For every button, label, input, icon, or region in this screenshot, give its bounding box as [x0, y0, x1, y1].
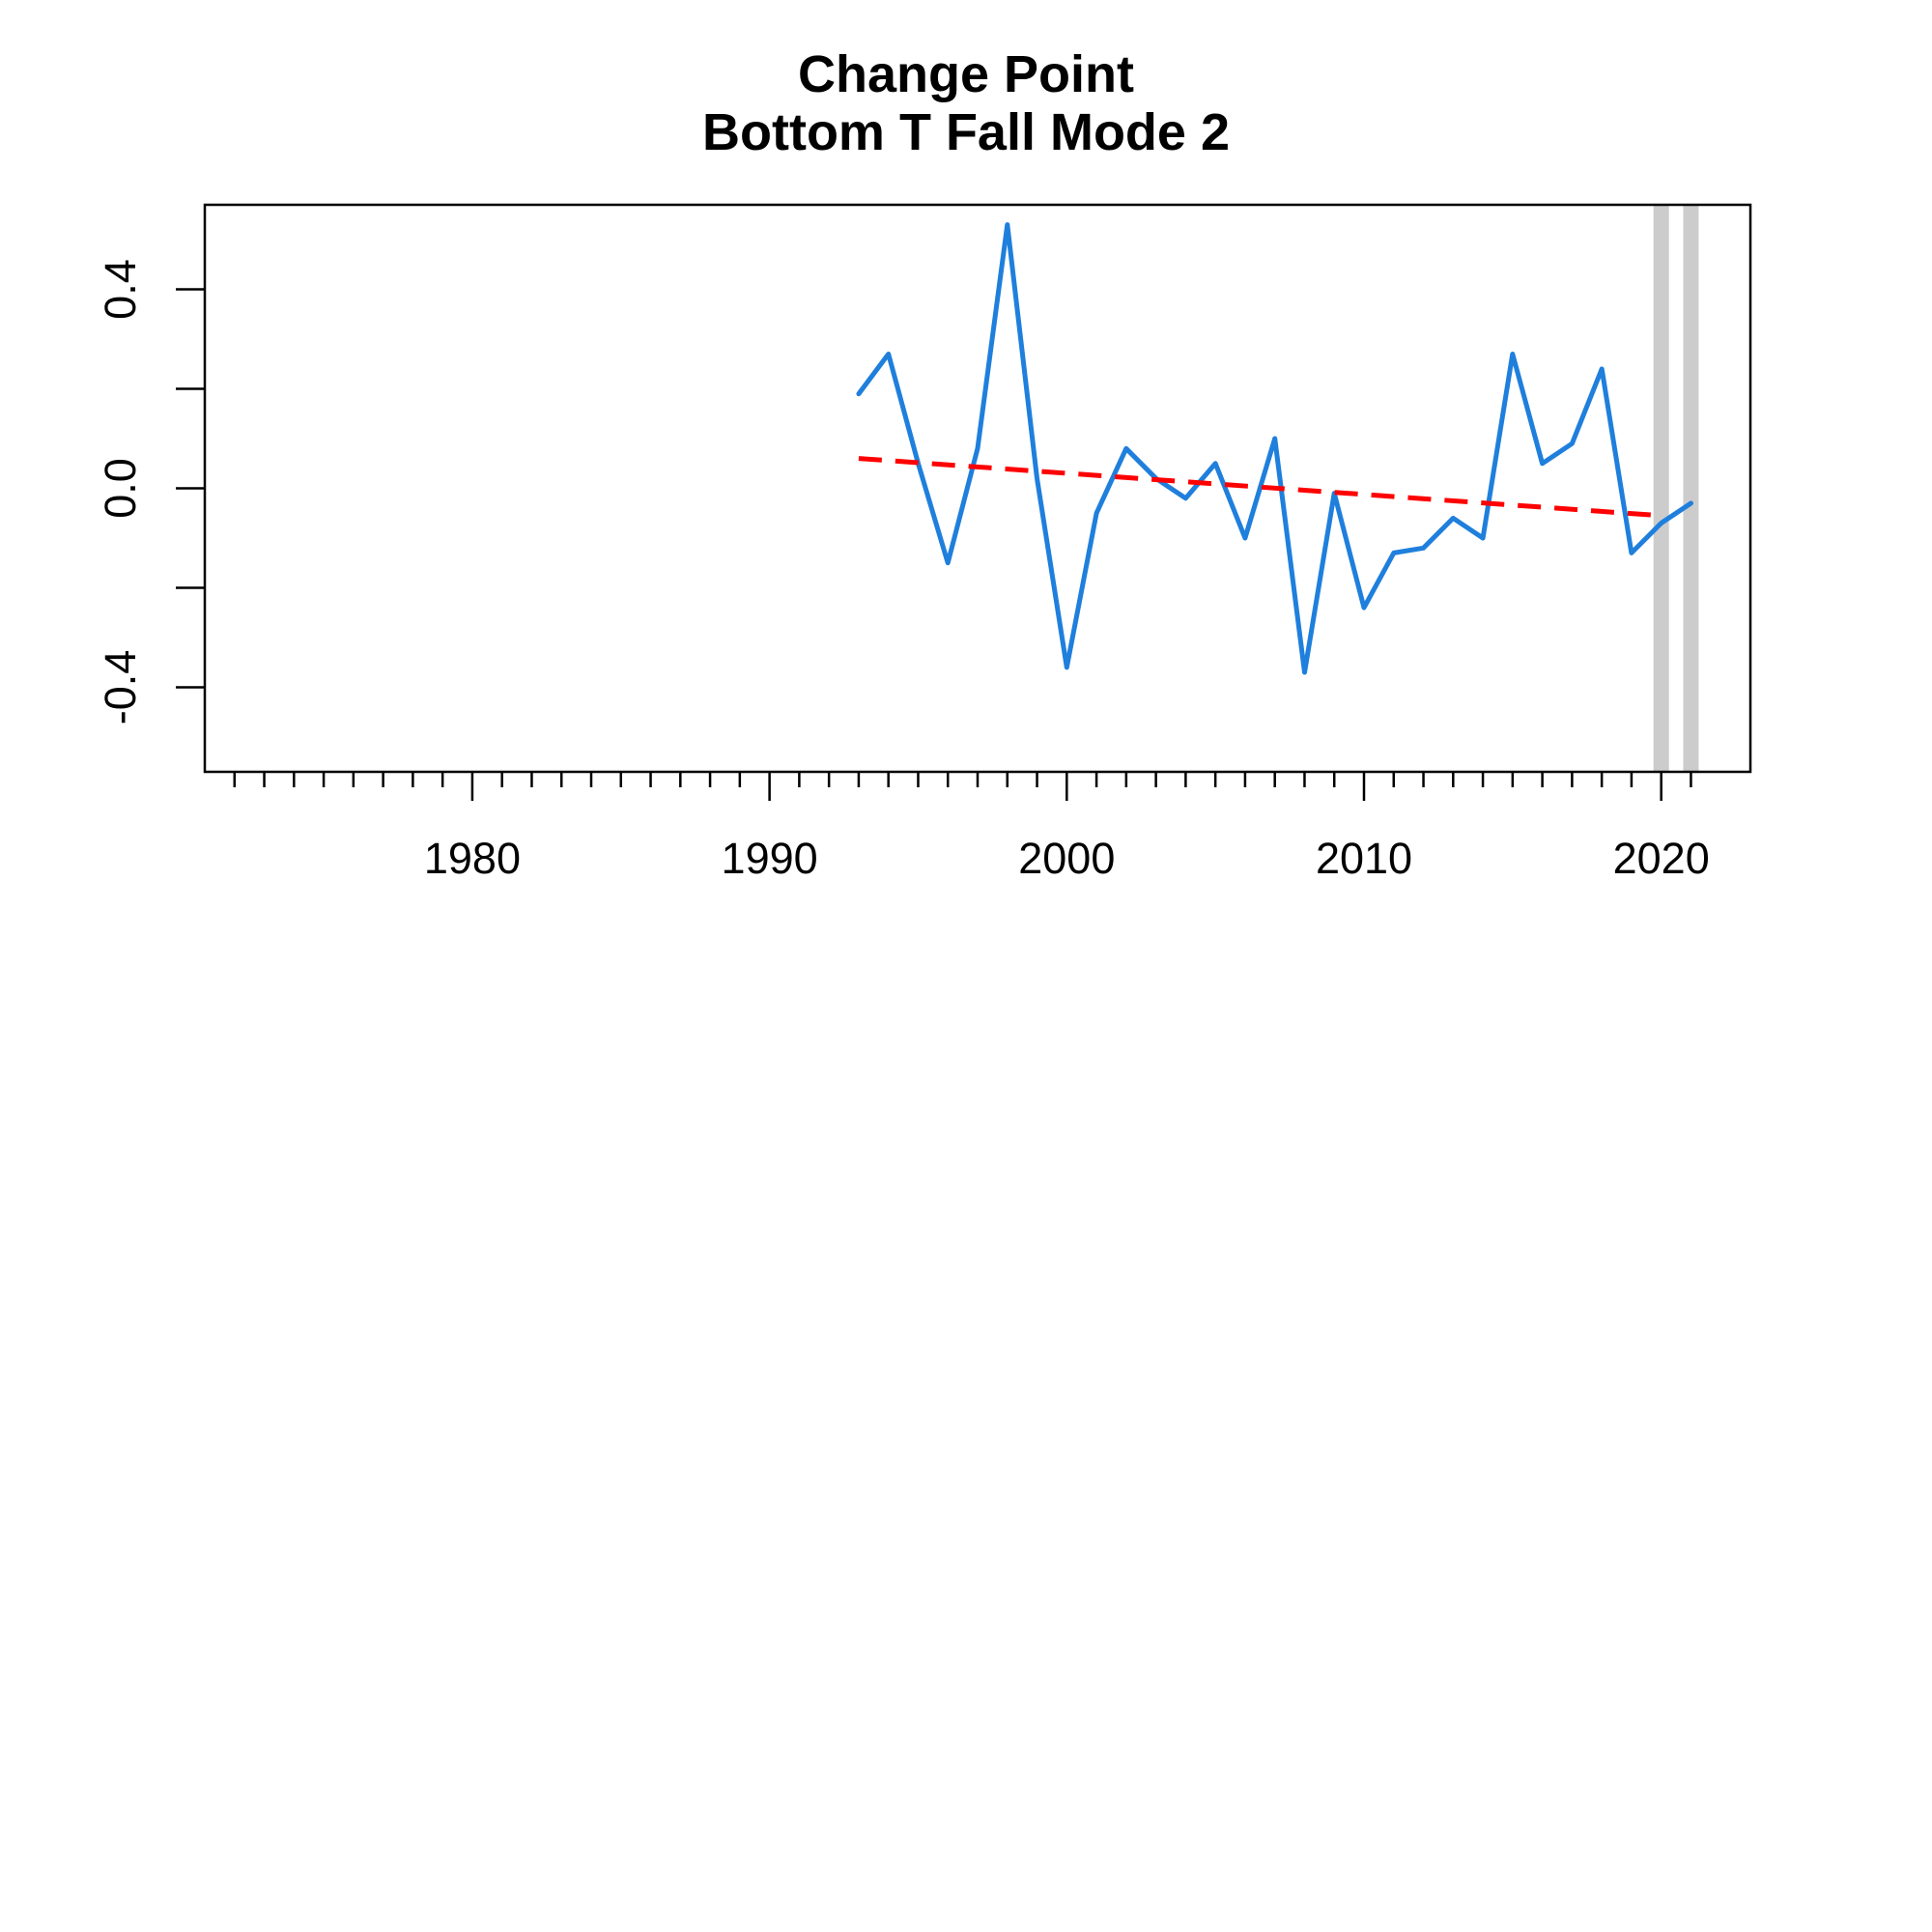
- x-tick-label-2010: 2010: [1316, 834, 1412, 883]
- x-tick-label-2000: 2000: [1018, 834, 1115, 883]
- trend-line: [858, 456, 1662, 519]
- x-tick-label-1990: 1990: [722, 834, 818, 883]
- chart-title: Change Point: [798, 45, 1134, 103]
- change-point-markers: [1653, 205, 1699, 772]
- x-tick-label-2020: 2020: [1613, 834, 1710, 883]
- data-series: [856, 222, 1693, 675]
- chart-subtitle: Bottom T Fall Mode 2: [702, 103, 1230, 161]
- x-tick-label-1980: 1980: [424, 834, 521, 883]
- y-axis: -0.4 0.0 0.4: [96, 259, 205, 724]
- plot-frame: [203, 203, 1752, 774]
- x-axis: 1980 1990 2000 2010 2020: [233, 772, 1710, 883]
- series-line: [856, 222, 1693, 675]
- y-tick-label: -0.4: [96, 650, 145, 725]
- y-tick-label: 0.4: [96, 259, 145, 320]
- y-tick-label: 0.0: [96, 458, 145, 519]
